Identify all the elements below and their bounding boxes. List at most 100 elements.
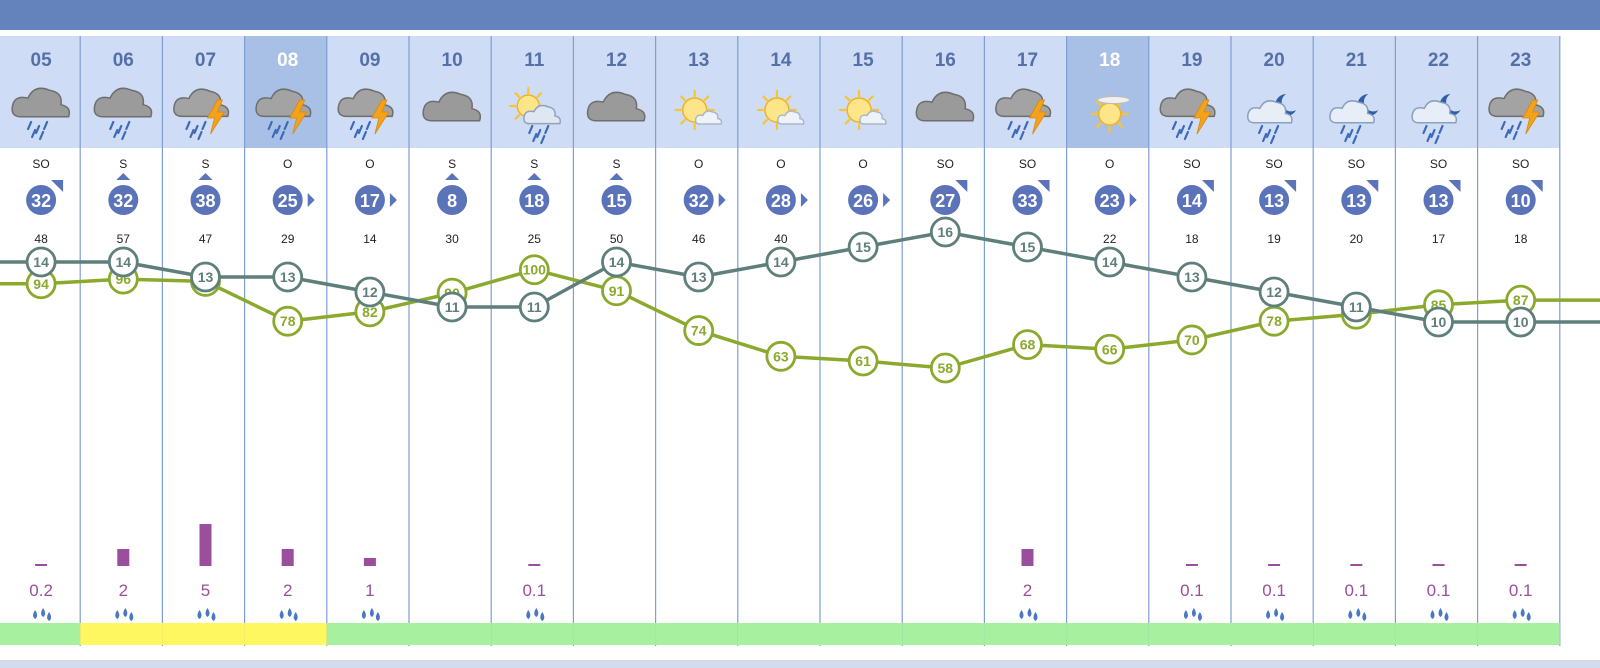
rain-drop xyxy=(1274,608,1279,617)
hour-column-06: 06 xyxy=(80,36,163,660)
wind-cell: O 23 22 xyxy=(1094,157,1137,246)
rain-drop xyxy=(189,128,195,139)
hour-label: 05 xyxy=(31,50,53,71)
humidity-point xyxy=(1094,333,1126,365)
rain-drop xyxy=(1426,132,1432,143)
rain-drop xyxy=(1438,608,1443,617)
temperature-point-label: 13 xyxy=(1184,269,1200,285)
temperature-point-label: 14 xyxy=(33,254,49,270)
wind-cell: SO 10 18 xyxy=(1505,157,1543,246)
precip-bar xyxy=(1350,564,1363,566)
wind-speed-badge xyxy=(1094,185,1125,215)
humidity-point-label: 74 xyxy=(691,323,707,339)
rain-drop xyxy=(544,124,550,135)
hour-column-20: 20 xyxy=(1231,36,1314,660)
sun-ray xyxy=(514,114,521,120)
rain-drop xyxy=(1430,610,1435,619)
rain-drop xyxy=(540,612,545,621)
risk-cell xyxy=(409,623,492,645)
wind-speed-badge xyxy=(1341,185,1372,215)
temperature-point xyxy=(601,246,632,278)
wind-cell: SO 13 20 xyxy=(1341,157,1379,246)
wind-speed-badge xyxy=(190,185,221,215)
lightning-bolt xyxy=(1522,99,1541,135)
wind-arrow-icon xyxy=(1448,180,1461,192)
wind-arrow-icon xyxy=(116,173,131,180)
rain-drop xyxy=(279,130,285,141)
rain-drop xyxy=(1019,610,1024,619)
precip-cell: 0.1 xyxy=(1509,564,1533,621)
precip-label: 2 xyxy=(283,581,292,600)
temperature-point-label: 14 xyxy=(609,254,625,270)
temperature-point-label: 14 xyxy=(773,254,789,270)
wind-direction-label: SO xyxy=(1183,157,1200,171)
cloud-storm-icon xyxy=(173,88,230,141)
humidity-point-label: 63 xyxy=(773,348,789,364)
rain-drop xyxy=(1348,610,1353,619)
rain-drop xyxy=(197,130,203,141)
rain-drop xyxy=(1171,120,1178,131)
wind-cell: SO 14 18 xyxy=(1176,157,1214,246)
wind-speed-label: 27 xyxy=(935,191,955,211)
hour-label: 13 xyxy=(688,50,709,71)
wind-speed-label: 23 xyxy=(1100,191,1120,211)
rain-drop xyxy=(1007,120,1013,131)
humidity-point xyxy=(518,254,550,286)
hour-label: 18 xyxy=(1099,50,1120,71)
hour-label: 23 xyxy=(1510,50,1531,71)
risk-cell xyxy=(244,623,327,645)
risk-cell xyxy=(1066,623,1149,645)
humidity-point-label: 66 xyxy=(1102,341,1118,357)
temperature-point-label: 15 xyxy=(1020,239,1036,255)
cloud-shape xyxy=(523,104,562,125)
precip-cell: 0.1 xyxy=(1344,564,1368,621)
wind-arrow-icon xyxy=(883,193,891,207)
precip-cell: 5 xyxy=(197,524,216,621)
wind-speed-badge xyxy=(1012,185,1043,215)
temperature-point-label: 14 xyxy=(116,254,132,270)
temperature-point xyxy=(683,261,715,293)
wind-arrow-icon xyxy=(955,180,968,192)
cloud-shape xyxy=(694,110,723,125)
hour-column-10: 10 xyxy=(409,36,492,660)
wind-direction-label: O xyxy=(283,157,292,171)
precip-bar xyxy=(1185,564,1198,566)
wind-arrow-icon xyxy=(198,173,213,180)
rain-drop xyxy=(125,120,131,131)
rain-drop xyxy=(287,608,292,617)
rain-drop xyxy=(1444,612,1449,621)
rain-drop xyxy=(357,124,363,135)
hour-label: 16 xyxy=(935,50,956,71)
precip-bar xyxy=(117,549,130,566)
rain-drop xyxy=(129,612,134,621)
wind-cell: O 17 14 xyxy=(354,157,397,246)
wind-gust-label: 48 xyxy=(34,232,48,246)
precip-cell: 2 xyxy=(115,549,134,621)
rain-drop xyxy=(1500,120,1506,131)
wind-speed-badge xyxy=(272,185,303,215)
risk-cell xyxy=(573,623,656,645)
hour-label: 12 xyxy=(606,50,627,71)
haze-band xyxy=(1097,96,1131,104)
temperature-point-label: 11 xyxy=(445,299,460,315)
temperature-point-label: 14 xyxy=(1102,254,1118,270)
cloud-shape xyxy=(1329,100,1375,124)
temperature-point xyxy=(929,216,961,248)
wind-speed-label: 32 xyxy=(113,191,133,211)
wind-gust-label: 14 xyxy=(363,232,377,246)
rain-drop xyxy=(526,610,531,619)
hour-label: 06 xyxy=(113,50,134,71)
rain-drop xyxy=(293,612,298,621)
rain-drop xyxy=(1430,128,1436,139)
rain-drops-icon xyxy=(1512,608,1531,621)
humidity-point xyxy=(847,345,879,377)
rain-drop xyxy=(41,608,46,617)
precip-label: 1 xyxy=(365,581,374,600)
wind-gust-label: 29 xyxy=(281,232,295,246)
rain-drop xyxy=(361,130,367,141)
humidity-point-label: 68 xyxy=(1020,337,1036,353)
temperature-point xyxy=(1258,276,1290,308)
rain-drop xyxy=(534,608,539,617)
moon-cloud-rain-icon xyxy=(1411,94,1461,145)
rain-drop xyxy=(38,130,45,141)
